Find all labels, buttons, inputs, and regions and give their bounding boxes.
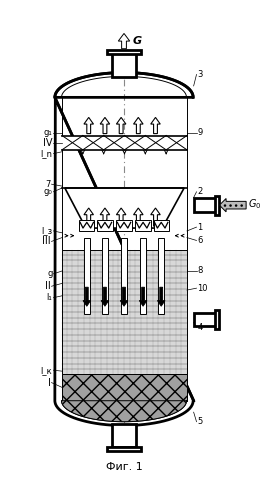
Bar <box>102 238 108 314</box>
Polygon shape <box>134 118 143 134</box>
Bar <box>140 238 146 314</box>
Text: l₁: l₁ <box>47 293 52 302</box>
Polygon shape <box>220 198 246 212</box>
Text: $G_0$: $G_0$ <box>248 198 261 211</box>
Bar <box>215 196 220 214</box>
Text: g₀: g₀ <box>44 188 52 196</box>
Text: 6: 6 <box>198 236 203 245</box>
Polygon shape <box>100 208 110 226</box>
Bar <box>97 220 112 231</box>
Polygon shape <box>151 118 160 134</box>
Polygon shape <box>134 208 143 226</box>
Bar <box>79 220 94 231</box>
Bar <box>62 374 187 400</box>
Polygon shape <box>55 72 194 426</box>
Polygon shape <box>84 208 93 226</box>
Text: g: g <box>47 270 52 278</box>
Text: 9: 9 <box>198 128 203 137</box>
Text: 4: 4 <box>198 323 203 332</box>
Text: Фиг. 1: Фиг. 1 <box>106 462 143 472</box>
Polygon shape <box>101 287 109 306</box>
Text: IV: IV <box>43 138 52 147</box>
Polygon shape <box>118 34 130 48</box>
Text: III: III <box>42 236 51 246</box>
Bar <box>215 310 220 329</box>
Bar <box>135 220 151 231</box>
Text: 2: 2 <box>198 188 203 196</box>
Text: II: II <box>45 281 51 291</box>
Text: I: I <box>48 378 51 388</box>
Bar <box>107 50 141 54</box>
Polygon shape <box>139 287 147 306</box>
Text: 3: 3 <box>198 70 203 79</box>
Text: 8: 8 <box>198 266 203 276</box>
Bar <box>194 198 217 212</box>
Bar <box>116 220 132 231</box>
Bar <box>112 424 137 446</box>
Text: 7: 7 <box>45 180 51 188</box>
Bar <box>194 313 217 326</box>
Polygon shape <box>84 118 93 134</box>
Polygon shape <box>116 118 126 134</box>
Text: g₁: g₁ <box>44 128 52 137</box>
Bar <box>107 446 141 452</box>
Polygon shape <box>157 287 165 306</box>
Bar <box>62 136 187 150</box>
Polygon shape <box>100 118 110 134</box>
Text: G: G <box>133 36 142 46</box>
Bar <box>153 220 169 231</box>
Text: 1: 1 <box>198 222 203 232</box>
Bar <box>62 250 187 374</box>
Bar <box>158 238 164 314</box>
Text: l_к: l_к <box>41 366 52 374</box>
Text: l_n: l_n <box>40 149 52 158</box>
Polygon shape <box>116 208 126 226</box>
Text: 5: 5 <box>198 417 203 426</box>
Polygon shape <box>83 287 91 306</box>
Polygon shape <box>65 188 184 228</box>
Text: 10: 10 <box>198 284 208 292</box>
Text: l_з: l_з <box>41 226 52 235</box>
Polygon shape <box>151 208 160 226</box>
Bar <box>84 238 90 314</box>
Bar <box>112 54 137 78</box>
Polygon shape <box>62 400 187 421</box>
Polygon shape <box>120 287 128 306</box>
Bar <box>121 238 127 314</box>
